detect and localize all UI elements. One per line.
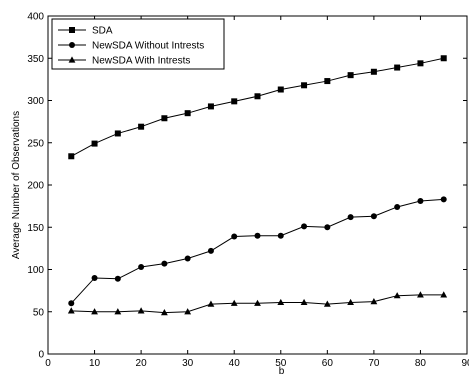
series-1-point bbox=[231, 98, 238, 105]
series-3-point bbox=[323, 300, 331, 307]
series-1-point bbox=[440, 55, 447, 62]
series-3-point bbox=[417, 291, 424, 298]
legend-box bbox=[51, 18, 225, 70]
series-1-point bbox=[370, 68, 377, 75]
series-2-point bbox=[231, 233, 238, 240]
y-axis-label: Average Number of Observations bbox=[11, 111, 22, 259]
series-2-point bbox=[277, 232, 284, 239]
series-3-point bbox=[230, 299, 238, 306]
x-tick-label: 10 bbox=[89, 358, 101, 369]
x-tick-label: 50 bbox=[275, 358, 287, 369]
series-1-point bbox=[394, 64, 401, 71]
series-1-point bbox=[114, 130, 121, 137]
series-2-point bbox=[207, 247, 214, 254]
y-tick-label: 400 bbox=[27, 12, 44, 23]
series-1-point bbox=[68, 153, 75, 160]
series-1-point bbox=[207, 103, 214, 110]
x-tick-label: 70 bbox=[368, 358, 380, 369]
x-axis-label: b bbox=[279, 366, 285, 377]
series-3-point bbox=[184, 308, 192, 315]
series-1-point bbox=[277, 86, 284, 93]
series-1-point bbox=[138, 123, 145, 130]
series-2-point bbox=[138, 263, 145, 270]
x-tick-label: 40 bbox=[229, 358, 241, 369]
series-2-point bbox=[184, 255, 191, 262]
y-tick-label: 150 bbox=[27, 223, 44, 234]
y-tick-label: 300 bbox=[27, 96, 44, 107]
series-2-point bbox=[301, 223, 308, 230]
legend-label-2: NewSDA Without Intrests bbox=[92, 41, 204, 52]
y-tick-label: 200 bbox=[27, 181, 44, 192]
series-2-point bbox=[161, 260, 168, 267]
legend-marker-1 bbox=[69, 27, 75, 33]
series-3-point bbox=[137, 307, 145, 314]
x-tick-label: 80 bbox=[415, 358, 427, 369]
series-2-point bbox=[417, 198, 424, 205]
series-1-point bbox=[347, 72, 354, 79]
legend-label-3: NewSDA With Intrests bbox=[92, 56, 190, 67]
series-3-point bbox=[277, 298, 285, 306]
series-2-point bbox=[394, 203, 401, 210]
series-2-point bbox=[324, 224, 331, 231]
legend-marker-2 bbox=[69, 42, 75, 48]
series-1-point bbox=[254, 93, 261, 100]
series-3-point bbox=[347, 298, 355, 306]
series-1-point bbox=[417, 60, 424, 67]
y-tick-label: 100 bbox=[27, 265, 44, 276]
series-2-point bbox=[370, 213, 377, 220]
series-1-point bbox=[161, 115, 168, 122]
y-tick-label: 0 bbox=[38, 350, 44, 361]
series-3-point bbox=[91, 308, 98, 315]
series-2-point bbox=[68, 300, 75, 307]
x-tick-label: 60 bbox=[322, 358, 334, 369]
y-tick-label: 350 bbox=[27, 54, 44, 65]
series-2-point bbox=[254, 232, 261, 239]
x-tick-label: 0 bbox=[45, 358, 51, 369]
series-3-point bbox=[440, 291, 448, 298]
series-1-point bbox=[301, 82, 308, 89]
series-3-point bbox=[207, 300, 215, 307]
legend-label-1: SDA bbox=[92, 26, 113, 37]
x-tick-label: 90 bbox=[461, 358, 469, 369]
series-2-point bbox=[114, 275, 121, 282]
series-1-point bbox=[91, 140, 98, 147]
series-1-point bbox=[324, 78, 331, 85]
y-tick-label: 250 bbox=[27, 138, 44, 149]
x-tick-label: 20 bbox=[136, 358, 148, 369]
series-3-point bbox=[300, 298, 308, 306]
y-tick-label: 50 bbox=[33, 307, 45, 318]
series-1-point bbox=[184, 110, 191, 117]
series-3-point bbox=[114, 308, 122, 315]
series-3-point bbox=[160, 308, 168, 316]
series-2-point bbox=[347, 214, 354, 221]
series-3-point bbox=[393, 292, 401, 299]
legend-marker-3 bbox=[68, 56, 76, 63]
series-3-point bbox=[254, 299, 261, 306]
x-tick-label: 30 bbox=[182, 358, 194, 369]
series-2-point bbox=[440, 196, 447, 203]
series-3-point bbox=[67, 307, 75, 314]
series-3-point bbox=[370, 298, 378, 305]
series-2-point bbox=[91, 274, 98, 281]
